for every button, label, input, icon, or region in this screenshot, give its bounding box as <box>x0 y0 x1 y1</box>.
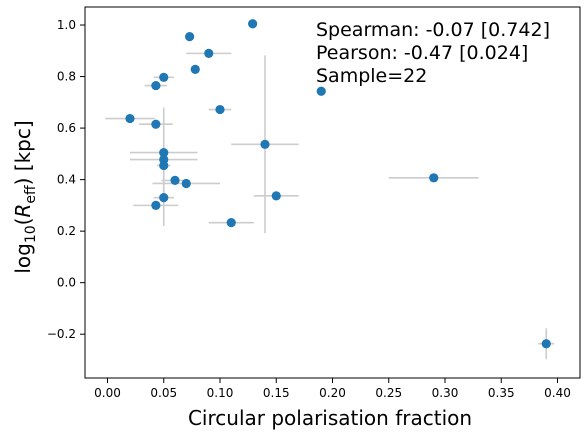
data-point <box>159 147 169 158</box>
y-tick-label: 0.8 <box>57 70 76 84</box>
y-label-r: R <box>11 204 35 218</box>
point-layer <box>125 19 551 349</box>
data-point <box>185 32 195 42</box>
x-tick-label: 0.40 <box>544 386 571 400</box>
data-point <box>226 218 236 228</box>
data-point <box>215 104 225 115</box>
y-label-sub1: 10 <box>23 225 39 243</box>
y-label-sub2: eff <box>23 185 39 204</box>
data-point <box>170 175 180 185</box>
y-tick-label: 0.0 <box>57 276 76 290</box>
data-point <box>248 19 258 29</box>
data-point <box>316 86 326 96</box>
y-axis-label: log10(Reff) [kpc] <box>11 120 39 273</box>
data-point <box>429 173 439 183</box>
x-tick-label: 0.25 <box>375 386 402 400</box>
y-tick-label: 0.4 <box>57 173 76 187</box>
data-point <box>260 139 270 149</box>
x-tick-label: 0.00 <box>94 386 121 400</box>
data-point <box>190 64 200 74</box>
annotation-pearson: Pearson: -0.47 [0.024] <box>316 42 528 64</box>
data-point <box>151 119 161 129</box>
data-point <box>151 80 161 91</box>
data-point <box>151 200 161 210</box>
x-axis-ticks: 0.00 0.05 0.10 0.15 0.20 0.25 0.30 0.35 0.40 <box>94 378 571 400</box>
x-tick-label: 0.30 <box>432 386 459 400</box>
y-label-base: log <box>11 243 35 274</box>
data-point <box>271 191 281 201</box>
x-tick-label: 0.20 <box>319 386 346 400</box>
annotation-sample: Sample=22 <box>316 65 427 87</box>
x-tick-label: 0.10 <box>207 386 234 400</box>
y-tick-label: 1.0 <box>57 18 76 32</box>
data-point <box>159 193 169 203</box>
data-point <box>541 339 551 349</box>
data-point <box>159 160 169 171</box>
x-axis-label: Circular polarisation fraction <box>188 406 472 430</box>
annotation-spearman: Spearman: -0.07 [0.742] <box>316 19 550 41</box>
y-label-open: ( <box>11 218 35 226</box>
y-axis-ticks: −0.2 0.0 0.2 0.4 0.6 0.8 1.0 <box>47 18 85 341</box>
y-tick-label: −0.2 <box>47 327 76 341</box>
y-label-close: ) [kpc] <box>11 120 35 185</box>
data-point <box>159 72 169 82</box>
data-point <box>181 178 191 189</box>
x-tick-label: 0.35 <box>488 386 515 400</box>
y-tick-label: 0.2 <box>57 224 76 238</box>
x-tick-label: 0.05 <box>150 386 177 400</box>
y-tick-label: 0.6 <box>57 121 76 135</box>
data-point <box>204 48 214 58</box>
stats-annotation: Spearman: -0.07 [0.742] Pearson: -0.47 [… <box>316 19 550 87</box>
errorbar-layer <box>105 52 555 360</box>
data-point <box>125 113 135 124</box>
x-tick-label: 0.15 <box>263 386 290 400</box>
